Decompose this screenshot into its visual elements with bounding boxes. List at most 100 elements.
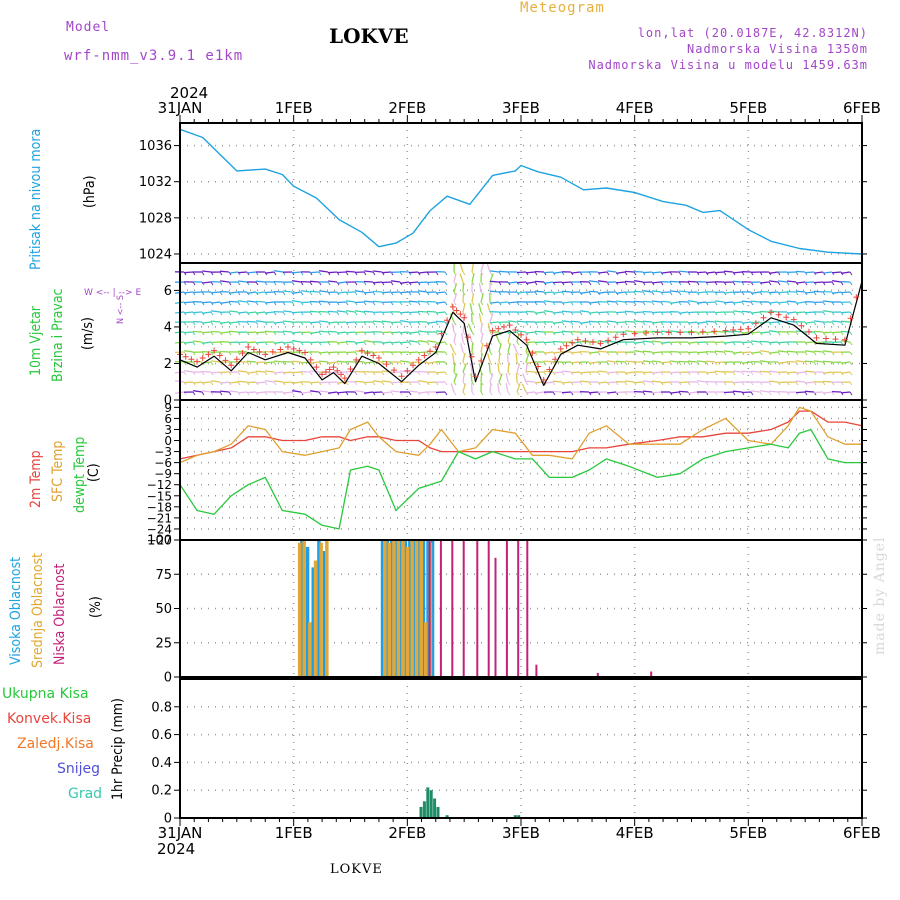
wind-barb bbox=[184, 370, 194, 373]
wind-barb-feather bbox=[633, 391, 637, 396]
wind-barb bbox=[229, 310, 239, 313]
wind-barb bbox=[570, 351, 581, 354]
wind-barb bbox=[760, 281, 770, 284]
wind-barb-feather bbox=[516, 351, 520, 356]
wind-barb bbox=[400, 320, 410, 323]
gust-marker bbox=[245, 344, 252, 351]
wind-barb bbox=[508, 320, 518, 323]
wind-barb bbox=[498, 373, 503, 383]
cloud-bar bbox=[322, 551, 327, 677]
wind-barb-feather bbox=[471, 321, 475, 326]
wind-barb bbox=[453, 293, 458, 303]
wind-barb-feather bbox=[597, 301, 601, 306]
wind-barb bbox=[741, 310, 752, 313]
wind-barb bbox=[274, 380, 284, 383]
y-tick-label: −27 bbox=[147, 534, 172, 548]
cloud-bar bbox=[535, 664, 538, 677]
wind-barb bbox=[751, 331, 761, 334]
wind-barb-feather bbox=[579, 351, 583, 356]
wind-barb bbox=[489, 321, 500, 324]
wind-barb bbox=[390, 341, 401, 344]
gust-marker bbox=[722, 327, 729, 334]
wind-barb bbox=[418, 290, 428, 293]
wind-barb bbox=[201, 381, 212, 384]
wind-barb bbox=[535, 391, 545, 394]
wind-barb bbox=[346, 310, 356, 313]
wind-barb-feather bbox=[561, 331, 565, 336]
wind-barb-feather bbox=[480, 281, 484, 286]
wind-barb bbox=[750, 370, 761, 373]
wind-barb-feather bbox=[264, 381, 268, 386]
wind-barb-feather bbox=[525, 381, 529, 386]
cloud-bar bbox=[421, 540, 426, 677]
wind-barb bbox=[408, 271, 419, 274]
cloud-bar bbox=[387, 542, 392, 677]
wind-barb bbox=[580, 310, 590, 313]
wind-barb bbox=[561, 330, 572, 333]
wind-barb bbox=[652, 290, 662, 293]
wind-barb-feather bbox=[282, 361, 286, 366]
wind-barb bbox=[733, 310, 743, 313]
wind-barb bbox=[561, 310, 572, 313]
wind-barb bbox=[651, 391, 662, 394]
cloud-bar bbox=[650, 671, 653, 677]
wind-barb-feather bbox=[606, 341, 610, 346]
wind-barb bbox=[804, 360, 815, 363]
wind-barb bbox=[193, 340, 203, 343]
y-tick-label: 1028 bbox=[139, 211, 172, 226]
cloud-bar bbox=[302, 540, 306, 677]
wind-barb-feather bbox=[255, 281, 259, 286]
wind-barb-feather bbox=[273, 281, 277, 286]
wind-barb-feather bbox=[372, 271, 376, 276]
wind-barb-feather bbox=[687, 301, 691, 306]
wind-barb-feather bbox=[741, 311, 745, 316]
wind-barb-feather bbox=[786, 351, 790, 356]
wind-barb bbox=[211, 301, 221, 304]
wind-barb-feather bbox=[777, 281, 781, 286]
wind-barb-feather bbox=[831, 391, 835, 396]
wind-barb-feather bbox=[714, 351, 718, 356]
wind-barb bbox=[696, 291, 707, 294]
wind-barb-feather bbox=[381, 381, 385, 386]
wind-barb-feather bbox=[417, 331, 421, 336]
wind-barb bbox=[624, 310, 635, 313]
wind-barb bbox=[418, 330, 428, 333]
wind-barb bbox=[265, 380, 275, 383]
y-tick-label: 75 bbox=[155, 568, 172, 583]
wind-barb bbox=[760, 360, 770, 363]
cloud-bar bbox=[494, 557, 497, 677]
wind-barb bbox=[391, 381, 401, 384]
wind-barb-feather bbox=[804, 351, 808, 356]
wind-barb bbox=[319, 381, 329, 384]
wind-barb bbox=[283, 310, 293, 313]
wind-barb bbox=[427, 361, 437, 364]
wind-barb bbox=[660, 300, 671, 303]
wind-barb bbox=[337, 331, 347, 334]
wind-barb bbox=[670, 360, 680, 363]
wind-barb bbox=[426, 381, 437, 384]
wind-barb bbox=[515, 372, 518, 383]
cloud-bar bbox=[451, 540, 454, 677]
wind-barb-feather bbox=[750, 301, 754, 306]
wind-barb-feather bbox=[669, 291, 673, 296]
wind-barb bbox=[462, 353, 466, 363]
wind-barb bbox=[597, 350, 608, 353]
wind-barb bbox=[768, 341, 779, 344]
wind-barb-feather bbox=[498, 381, 502, 386]
wind-barb bbox=[660, 381, 671, 384]
wind-barb bbox=[732, 280, 743, 283]
gust-marker bbox=[313, 364, 320, 371]
wind-barb-feather bbox=[318, 321, 322, 326]
wind-barb bbox=[515, 352, 518, 363]
wind-barb bbox=[210, 291, 221, 294]
wind-barb-feather bbox=[732, 371, 736, 376]
wind-barb bbox=[525, 271, 536, 274]
wind-barb bbox=[813, 290, 824, 293]
wind-barb-feather bbox=[201, 271, 205, 276]
wind-barb-feather bbox=[723, 331, 727, 336]
wind-barb bbox=[525, 380, 536, 383]
x-tick-label-bottom: 6FEB bbox=[843, 824, 881, 842]
wind-barb-feather bbox=[417, 301, 421, 306]
gust-marker bbox=[489, 327, 496, 334]
wind-barb bbox=[795, 290, 806, 293]
